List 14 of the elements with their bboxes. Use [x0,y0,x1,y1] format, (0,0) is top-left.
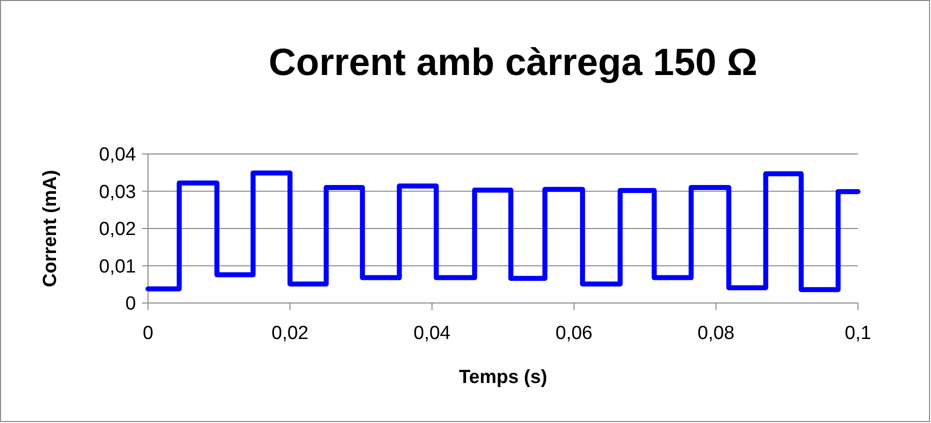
y-tick-label: 0,04 [99,144,136,166]
x-tick-label: 0,08 [698,323,734,344]
x-axis-title: Temps (s) [458,367,548,388]
chart-title: Corrent amb càrrega 150 Ω [268,42,758,84]
x-tick-label: 0,1 [844,323,872,344]
x-tick-label: 0,04 [414,323,451,344]
x-tick-label: 0 [142,323,154,344]
x-tick-label: 0,06 [556,323,592,344]
y-tick-label: 0,03 [99,182,136,203]
x-tick-label: 0,02 [272,323,308,344]
y-tick-label: 0 [125,294,136,315]
y-tick-label: 0,02 [99,219,136,240]
y-tick-label: 0,01 [99,256,136,278]
y-axis-title: Corrent (mA) [40,170,61,288]
